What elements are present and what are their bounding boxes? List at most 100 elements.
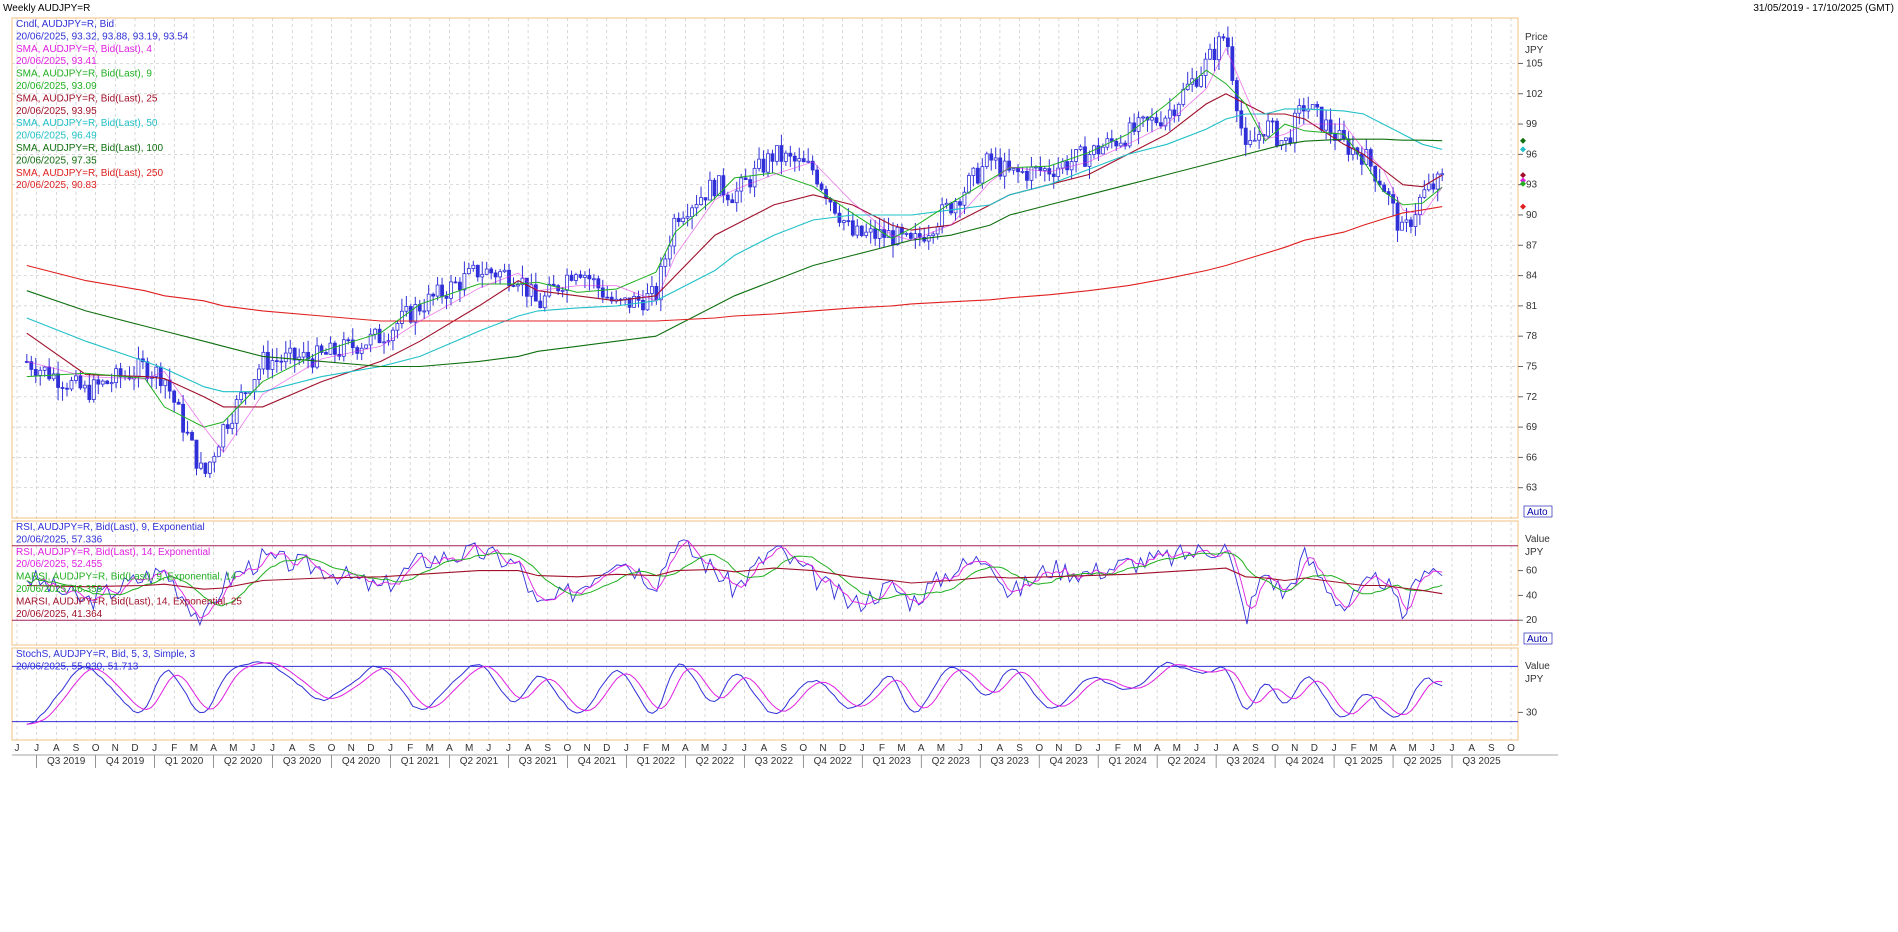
price-marker [1520, 146, 1526, 153]
candle-body [493, 272, 498, 278]
month-tick-label: M [465, 743, 473, 754]
month-tick-label: O [1507, 743, 1515, 754]
candle-body [578, 274, 583, 278]
month-tick-label: O [328, 743, 336, 754]
candle-body [502, 269, 507, 273]
candle-body [42, 366, 47, 371]
quarter-tick-label: Q1 2021 [401, 756, 440, 767]
quarter-tick-label: Q1 2024 [1108, 756, 1147, 767]
candle-body [685, 216, 690, 219]
price-tick-label: 69 [1526, 422, 1538, 433]
candle-body [1431, 183, 1436, 190]
quarter-tick-label: Q3 2024 [1226, 756, 1265, 767]
candle-body [627, 297, 632, 308]
candle-body [1212, 48, 1217, 61]
month-tick-label: A [997, 743, 1004, 754]
quarter-tick-label: Q4 2024 [1285, 756, 1324, 767]
month-tick-label: M [229, 743, 237, 754]
candle-body [1409, 219, 1413, 227]
month-tick-label: O [1271, 743, 1279, 754]
candle-body [408, 306, 413, 323]
month-tick-label: A [446, 743, 453, 754]
price-legend-entry: SMA, AUDJPY=R, Bid(Last), 9 [16, 69, 152, 80]
month-tick-label: J [722, 743, 727, 754]
price-marker [1520, 137, 1526, 144]
stoch-legend-entry: StochS, AUDJPY=R, Bid, 5, 3, Simple, 3 [16, 649, 196, 660]
candle-body [1150, 117, 1154, 121]
candle-body [605, 296, 610, 299]
month-tick-label: A [289, 743, 296, 754]
month-tick-label: J [1450, 743, 1455, 754]
rsi-legend-entry: MARSI, AUDJPY=R, Bid(Last), 9, Exponenti… [16, 572, 237, 583]
candle-body [51, 373, 56, 380]
quarter-tick-label: Q4 2022 [814, 756, 853, 767]
price-marker [1520, 172, 1526, 179]
candle-body [663, 258, 668, 267]
candle-body [1114, 140, 1119, 147]
candle-body [940, 204, 945, 228]
candle-body [859, 225, 864, 236]
candle-body [868, 228, 873, 233]
candle-body [949, 202, 953, 214]
candle-body [1016, 168, 1020, 173]
candle-body [507, 269, 511, 286]
month-tick-label: N [583, 743, 590, 754]
candle-body [524, 277, 529, 297]
candle-body [453, 281, 458, 284]
candle-body [975, 167, 980, 184]
quarter-tick-label: Q2 2021 [460, 756, 499, 767]
quarter-tick-label: Q3 2019 [47, 756, 86, 767]
date-range: 31/05/2019 - 17/10/2025 (GMT) [1753, 3, 1894, 14]
candle-body [837, 212, 842, 223]
candle-body [1172, 109, 1177, 116]
candle-body [69, 380, 74, 390]
month-tick-label: J [270, 743, 275, 754]
candle-body [225, 424, 230, 429]
candle-body [757, 158, 761, 169]
candle-body [583, 274, 587, 278]
price-legend-entry: SMA, AUDJPY=R, Bid(Last), 25 [16, 93, 158, 104]
candle-body [230, 422, 235, 429]
price-marker [1520, 203, 1526, 210]
candle-body [542, 295, 547, 309]
candle-body [788, 152, 793, 157]
candle-body [815, 169, 820, 185]
price-tick-label: 84 [1526, 271, 1538, 282]
candle-body [74, 375, 78, 381]
stoch-tick-label: 30 [1526, 707, 1538, 718]
price-tick-label: 96 [1526, 149, 1538, 160]
candle-body [274, 360, 279, 363]
candle-body [1025, 170, 1029, 181]
candle-body [364, 344, 369, 349]
price-tick-label: 87 [1526, 240, 1538, 251]
candle-body [712, 179, 717, 197]
rsi-tick-label: 20 [1526, 615, 1538, 626]
candle-body [1243, 127, 1248, 145]
candle-body [1100, 146, 1105, 155]
price-legend-entry: 20/06/2025, 97.35 [16, 155, 97, 166]
candle-body [1141, 116, 1145, 119]
candle-body [333, 342, 337, 355]
candle-body [319, 345, 324, 353]
candle-body [440, 284, 444, 297]
quarter-tick-label: Q3 2025 [1462, 756, 1501, 767]
candle-body [1225, 37, 1230, 48]
price-tick-label: 90 [1526, 210, 1538, 221]
candle-body [243, 392, 248, 395]
rsi-axis-unit: JPY [1525, 547, 1544, 558]
month-tick-label: S [1488, 743, 1495, 754]
month-tick-label: J [1430, 743, 1435, 754]
candle-body [283, 352, 288, 363]
candle-body [257, 368, 261, 380]
rsi-axis-title: Value [1525, 534, 1550, 545]
candle-body [739, 177, 744, 192]
candle-body [1234, 80, 1239, 112]
month-tick-label: O [92, 743, 100, 754]
rsi-9-line [26, 539, 1443, 627]
candle-body [1159, 122, 1163, 127]
price-legend-entry: 20/06/2025, 93.09 [16, 81, 97, 92]
month-tick-label: N [112, 743, 119, 754]
panel-frame [11, 647, 1519, 741]
month-tick-label: J [152, 743, 157, 754]
